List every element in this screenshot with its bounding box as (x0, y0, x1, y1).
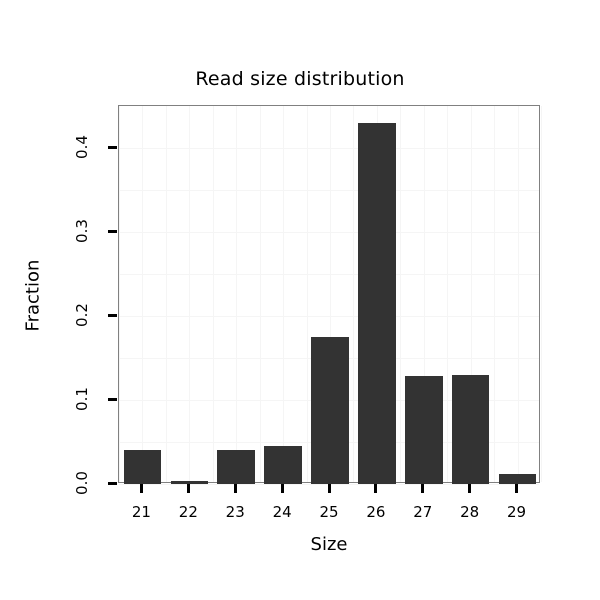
bar (311, 337, 349, 484)
x-axis-tick-label: 23 (225, 503, 245, 521)
gridline-vertical-minor (259, 106, 261, 482)
gridline-horizontal (119, 316, 539, 317)
y-axis-tick (108, 229, 117, 233)
y-axis-tick (108, 313, 117, 317)
gridline-vertical-minor (119, 106, 120, 482)
gridline-vertical-minor (447, 106, 449, 482)
y-axis-tick (108, 145, 117, 149)
gridline-vertical-minor (494, 106, 496, 482)
gridline-vertical-minor (165, 106, 167, 482)
gridline-vertical (470, 106, 472, 482)
x-axis-tick (186, 484, 190, 493)
y-axis-tick-label: 0.1 (73, 387, 91, 411)
gridline-vertical (517, 106, 519, 482)
y-axis-tick-label: 0.3 (73, 219, 91, 243)
y-axis-tick-label: 0.4 (73, 135, 91, 159)
bar-series (119, 106, 539, 484)
gridline-vertical (142, 106, 144, 482)
gridline-vertical (330, 106, 331, 482)
gridline-vertical (283, 106, 285, 482)
bar (498, 473, 537, 484)
x-axis-tick-label: 24 (272, 503, 292, 521)
x-axis-tick-label: 25 (319, 503, 339, 521)
x-axis-tick (374, 484, 378, 493)
x-axis-tick-label: 28 (460, 503, 480, 521)
bar (405, 376, 443, 484)
y-axis-tick-label: 0.2 (73, 303, 91, 327)
gridline-vertical-minor (541, 106, 542, 482)
y-axis-tick (108, 481, 117, 485)
chart-title: Read size distribution (195, 68, 405, 90)
bar (123, 449, 162, 484)
bar (217, 449, 255, 484)
x-axis-tick-label: 22 (178, 503, 198, 521)
plot-panel (118, 105, 542, 485)
y-axis-tick-label: 0.0 (73, 471, 91, 495)
gridline-horizontal (119, 148, 539, 149)
gridline-vertical-minor (353, 106, 355, 482)
x-axis-tick (468, 484, 472, 493)
x-axis-tick (139, 484, 143, 493)
gridline-vertical (423, 106, 425, 482)
gridline-vertical-minor (306, 106, 308, 482)
x-axis-tick (421, 484, 425, 493)
gridline-vertical-minor (400, 106, 402, 482)
bar (170, 480, 209, 484)
bar (358, 122, 396, 484)
gridline-vertical-minor (212, 106, 214, 482)
x-axis-tick (327, 484, 331, 493)
gridline-horizontal-minor (119, 274, 539, 275)
x-axis-tick-label: 27 (413, 503, 433, 521)
x-axis-tick (515, 484, 519, 493)
y-axis-tick (108, 397, 117, 401)
x-axis-tick (280, 484, 284, 493)
x-axis-title: Size (310, 534, 348, 555)
bar (264, 446, 302, 484)
gridline-horizontal (119, 232, 539, 233)
x-axis-tick-label: 21 (131, 503, 151, 521)
gridline-vertical (236, 106, 238, 482)
x-axis-tick-label: 29 (507, 503, 527, 521)
gridline-vertical (189, 106, 191, 482)
x-axis-tick-label: 26 (366, 503, 386, 521)
bar (451, 374, 490, 484)
gridline-horizontal-minor (119, 190, 539, 191)
x-axis-tick (233, 484, 237, 493)
y-axis-title-label: Fraction (22, 259, 44, 332)
